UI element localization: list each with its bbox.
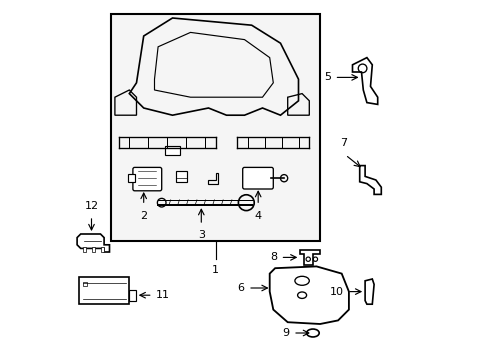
- Text: 3: 3: [197, 230, 204, 240]
- Text: 5: 5: [323, 72, 330, 82]
- Bar: [129, 290, 136, 301]
- Bar: [165, 146, 179, 155]
- FancyBboxPatch shape: [111, 14, 320, 241]
- Text: 9: 9: [282, 328, 289, 338]
- Text: 6: 6: [237, 283, 244, 293]
- Bar: [127, 174, 135, 182]
- FancyBboxPatch shape: [242, 167, 273, 189]
- Text: 12: 12: [84, 201, 99, 211]
- Bar: [82, 282, 87, 286]
- Bar: [91, 247, 95, 252]
- Text: 7: 7: [339, 138, 346, 148]
- Text: 8: 8: [269, 252, 276, 262]
- Bar: [82, 247, 86, 252]
- Text: 10: 10: [329, 287, 343, 297]
- Bar: [176, 171, 186, 182]
- Text: 11: 11: [156, 290, 170, 300]
- Bar: [101, 247, 104, 252]
- FancyBboxPatch shape: [133, 167, 162, 191]
- FancyBboxPatch shape: [79, 277, 129, 304]
- Text: 1: 1: [212, 265, 219, 275]
- Text: 4: 4: [254, 211, 261, 221]
- Text: 2: 2: [140, 211, 147, 221]
